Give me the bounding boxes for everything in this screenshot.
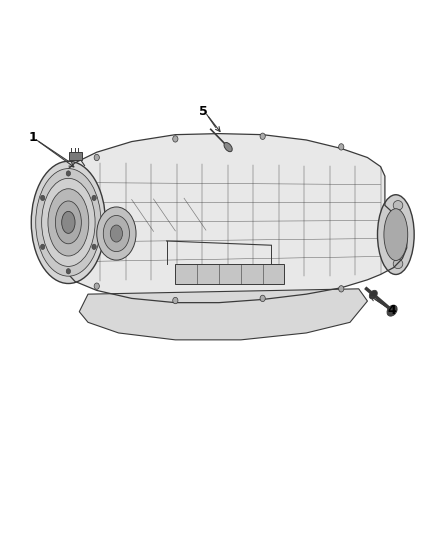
Ellipse shape bbox=[31, 161, 106, 284]
Ellipse shape bbox=[36, 168, 101, 276]
Ellipse shape bbox=[94, 283, 99, 289]
Text: 5: 5 bbox=[199, 105, 208, 118]
Ellipse shape bbox=[40, 244, 45, 249]
Ellipse shape bbox=[40, 195, 45, 200]
Ellipse shape bbox=[42, 179, 95, 266]
Ellipse shape bbox=[103, 215, 130, 252]
Ellipse shape bbox=[384, 209, 408, 261]
Ellipse shape bbox=[339, 286, 344, 292]
Ellipse shape bbox=[55, 201, 81, 244]
Ellipse shape bbox=[48, 189, 89, 256]
Ellipse shape bbox=[369, 290, 377, 299]
Ellipse shape bbox=[66, 269, 71, 274]
Ellipse shape bbox=[92, 195, 96, 200]
Ellipse shape bbox=[260, 295, 265, 302]
Polygon shape bbox=[175, 264, 285, 284]
Ellipse shape bbox=[339, 144, 344, 150]
Ellipse shape bbox=[393, 200, 403, 210]
Ellipse shape bbox=[173, 297, 178, 304]
Ellipse shape bbox=[94, 155, 99, 161]
Text: 4: 4 bbox=[387, 304, 396, 317]
Polygon shape bbox=[66, 134, 407, 303]
Ellipse shape bbox=[110, 225, 123, 242]
Ellipse shape bbox=[393, 259, 403, 269]
Ellipse shape bbox=[224, 142, 232, 152]
Ellipse shape bbox=[62, 212, 75, 233]
Ellipse shape bbox=[378, 195, 414, 274]
FancyBboxPatch shape bbox=[69, 152, 82, 160]
Ellipse shape bbox=[387, 305, 397, 316]
Ellipse shape bbox=[260, 133, 265, 140]
Ellipse shape bbox=[66, 171, 71, 176]
Ellipse shape bbox=[92, 244, 96, 249]
Text: 1: 1 bbox=[28, 131, 37, 144]
Ellipse shape bbox=[97, 207, 136, 260]
Ellipse shape bbox=[173, 136, 178, 142]
Polygon shape bbox=[79, 289, 367, 340]
